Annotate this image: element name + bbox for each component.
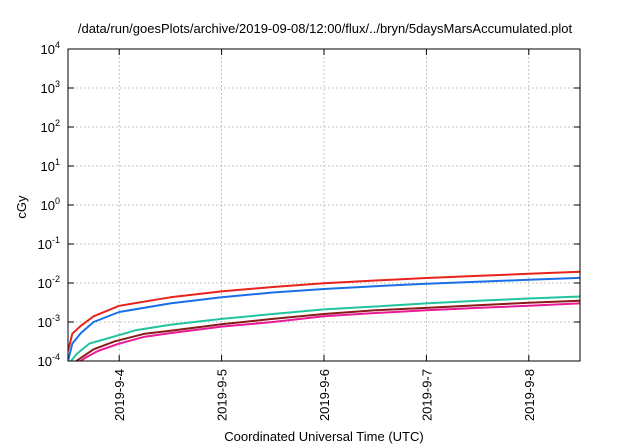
y-tick-label: 101 <box>41 157 60 174</box>
x-tick-labels: 2019-9-4 2019-9-5 2019-9-6 2019-9-7 2019-9-8 <box>112 369 537 421</box>
x-tick-label: 2019-9-7 <box>419 369 434 421</box>
series-line <box>69 295 580 361</box>
x-tick-label: 2019-9-4 <box>112 369 127 421</box>
y-tick-label: 102 <box>41 118 60 135</box>
series-line <box>68 270 580 352</box>
y-tick-label: 10-3 <box>38 313 60 330</box>
y-tick-label: 10-1 <box>38 235 60 252</box>
x-tick-label: 2019-9-5 <box>215 369 230 421</box>
tick-marks <box>68 48 580 362</box>
y-tick-label: 100 <box>41 196 60 213</box>
y-tick-label: 103 <box>41 79 60 96</box>
series-line <box>74 299 580 361</box>
y-axis-label: cGy <box>14 195 29 219</box>
y-tick-label: 10-4 <box>38 352 60 369</box>
y-tick-labels: 10-4 10-3 10-2 10-1 100 101 102 103 104 <box>38 40 60 369</box>
series-line <box>78 302 580 361</box>
x-tick-label: 2019-9-6 <box>317 369 332 421</box>
y-tick-label: 10-2 <box>38 274 60 291</box>
x-axis-label: Coordinated Universal Time (UTC) <box>224 429 423 444</box>
y-tick-label: 104 <box>41 40 60 57</box>
x-tick-label: 2019-9-8 <box>522 369 537 421</box>
chart-title: /data/run/goesPlots/archive/2019-09-08/1… <box>78 21 573 36</box>
series-layer <box>68 270 580 361</box>
series-line <box>68 276 580 361</box>
